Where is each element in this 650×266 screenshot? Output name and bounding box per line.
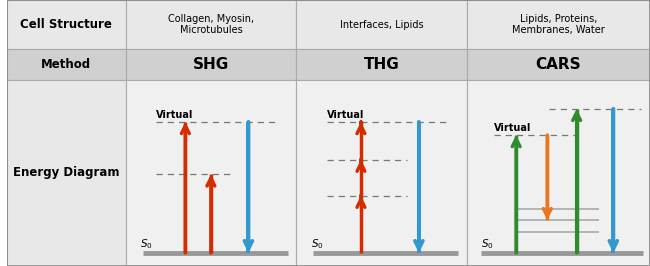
Bar [6,49,125,80]
Text: Cell Structure: Cell Structure [20,18,112,31]
Text: Interfaces, Lipids: Interfaces, Lipids [339,20,423,30]
Text: Energy Diagram: Energy Diagram [13,167,120,179]
Bar [125,49,296,80]
Text: $\mathit{S_0}$: $\mathit{S_0}$ [140,238,153,251]
Bar [125,0,296,49]
Bar [125,80,296,266]
Text: SHG: SHG [193,57,229,72]
Text: Virtual: Virtual [494,123,532,133]
Text: Lipids, Proteins,
Membranes, Water: Lipids, Proteins, Membranes, Water [512,14,604,35]
Bar [296,49,467,80]
Text: Virtual: Virtual [157,110,194,120]
Bar [467,49,650,80]
Bar [6,80,125,266]
Bar [296,0,467,49]
Bar [296,80,467,266]
Text: Collagen, Myosin,
Microtubules: Collagen, Myosin, Microtubules [168,14,254,35]
Text: $\mathit{S_0}$: $\mathit{S_0}$ [481,238,494,251]
Bar [467,80,650,266]
Bar [6,0,125,49]
Text: Method: Method [41,58,91,71]
Text: $\mathit{S_0}$: $\mathit{S_0}$ [311,238,323,251]
Text: CARS: CARS [536,57,581,72]
Bar [467,0,650,49]
Text: Virtual: Virtual [327,110,364,120]
Text: THG: THG [363,57,399,72]
